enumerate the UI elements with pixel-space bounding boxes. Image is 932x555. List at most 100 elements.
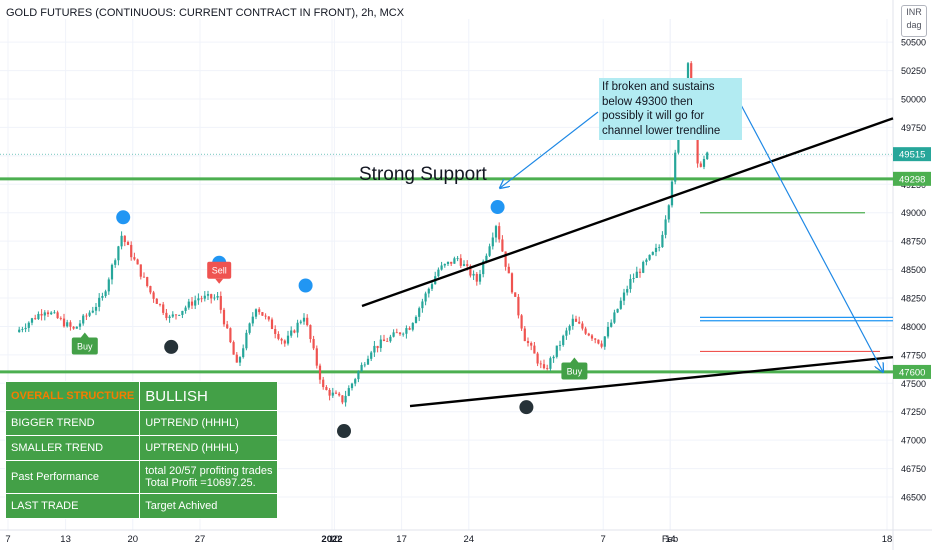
candle-body — [389, 336, 392, 342]
candle-body — [699, 163, 702, 167]
candle-body — [258, 309, 261, 313]
candle-body — [581, 323, 584, 329]
price-tag: 49515 — [893, 147, 931, 162]
candle-body — [296, 322, 299, 333]
table-key: Past Performance — [6, 461, 140, 493]
table-key: BIGGER TREND — [6, 411, 140, 435]
candle-body — [104, 291, 107, 297]
currency-label: INR — [906, 7, 922, 17]
price-tick-label: 47250 — [901, 407, 926, 417]
candle-body — [341, 395, 344, 403]
channel-upper-trendline — [361, 117, 894, 308]
candle-body — [555, 345, 558, 357]
time-tick-label: 13 — [60, 534, 71, 545]
buy-pointer — [80, 332, 89, 338]
candle-body — [376, 345, 379, 349]
candle-body — [283, 340, 286, 344]
buy-label: Buy — [567, 367, 583, 377]
candle-body — [702, 159, 706, 167]
table-value-line: total 20/57 profiting trades — [145, 465, 273, 477]
candle-body — [584, 328, 587, 334]
candle-body — [162, 304, 165, 313]
buy-signal: Buy — [561, 357, 588, 380]
candle-body — [469, 265, 472, 276]
candle-body — [629, 278, 632, 290]
candle-body — [363, 364, 366, 366]
candle-body — [616, 308, 619, 313]
price-tick-label: 48250 — [901, 294, 926, 304]
candle-body — [677, 131, 680, 153]
swing-low-dot — [519, 400, 534, 415]
candle-body — [600, 343, 603, 347]
candle-body — [101, 296, 104, 298]
candle-body — [66, 322, 69, 327]
candle-body — [264, 315, 267, 317]
candle-body — [459, 258, 462, 266]
candle-body — [350, 383, 354, 389]
candle-body — [213, 297, 216, 299]
candle-body — [274, 329, 277, 334]
candle-body — [530, 342, 533, 346]
candle-body — [674, 152, 677, 182]
swing-high-dot — [116, 210, 131, 225]
candle-body — [526, 341, 530, 343]
strong-support-label[interactable]: Strong Support — [359, 164, 487, 185]
candle-body — [261, 312, 264, 316]
price-tick-label: 47500 — [901, 379, 926, 389]
callout-line: possibly it will go for — [602, 110, 705, 122]
candle-body — [270, 319, 274, 330]
table-value: BULLISH — [140, 382, 278, 410]
candle-body — [472, 273, 475, 276]
candle-body — [194, 300, 197, 306]
candle-body — [149, 286, 152, 293]
currency-unit-button[interactable]: INR dag — [901, 5, 927, 37]
candle-body — [571, 318, 574, 326]
candle-body — [366, 358, 370, 365]
candle-body — [210, 294, 213, 299]
price-tick-label: 47750 — [901, 350, 926, 360]
candle-body — [107, 279, 110, 292]
candle-body — [152, 292, 155, 299]
candle-body — [222, 309, 226, 325]
candle-body — [565, 330, 568, 336]
price-tick-label: 49000 — [901, 208, 926, 218]
candle-body — [402, 333, 405, 335]
candle-body — [523, 328, 526, 342]
price-tick-label: 47000 — [901, 436, 926, 446]
swing-low-dot — [164, 339, 179, 354]
price-tick-label: 46500 — [901, 493, 926, 503]
candle-body — [178, 314, 181, 316]
callout-line: below 49300 then — [602, 95, 693, 108]
candle-body — [146, 277, 149, 287]
grid — [0, 19, 893, 530]
callout-line: If broken and sustains — [602, 81, 715, 93]
candle-body — [120, 235, 123, 247]
swing-high-dot — [298, 278, 313, 293]
candle-body — [536, 353, 539, 364]
candle-body — [280, 338, 283, 341]
candle-body — [357, 371, 360, 380]
callout-note[interactable]: If broken and sustains below 49300 then … — [599, 78, 742, 140]
price-tick-label: 50000 — [901, 95, 926, 105]
candle-body — [613, 312, 616, 323]
candle-body — [482, 261, 485, 275]
candle-body — [686, 63, 690, 85]
candle-body — [485, 255, 488, 262]
time-tick-label: 18 — [882, 534, 893, 545]
candle-body — [546, 368, 549, 369]
candles — [18, 61, 709, 407]
candle-body — [462, 264, 466, 266]
time-tick-label: Feb — [662, 534, 678, 545]
price-tags: 49515 49298 47600 — [893, 147, 931, 379]
candle-body — [475, 273, 478, 282]
candle-body — [603, 336, 606, 347]
candle-body — [670, 181, 674, 206]
candle-body — [197, 298, 200, 301]
price-tick-label: 50500 — [901, 38, 926, 48]
price-tick-label: 48000 — [901, 322, 926, 332]
candle-body — [290, 330, 293, 336]
candle-body — [373, 345, 376, 353]
candle-body — [309, 325, 312, 340]
